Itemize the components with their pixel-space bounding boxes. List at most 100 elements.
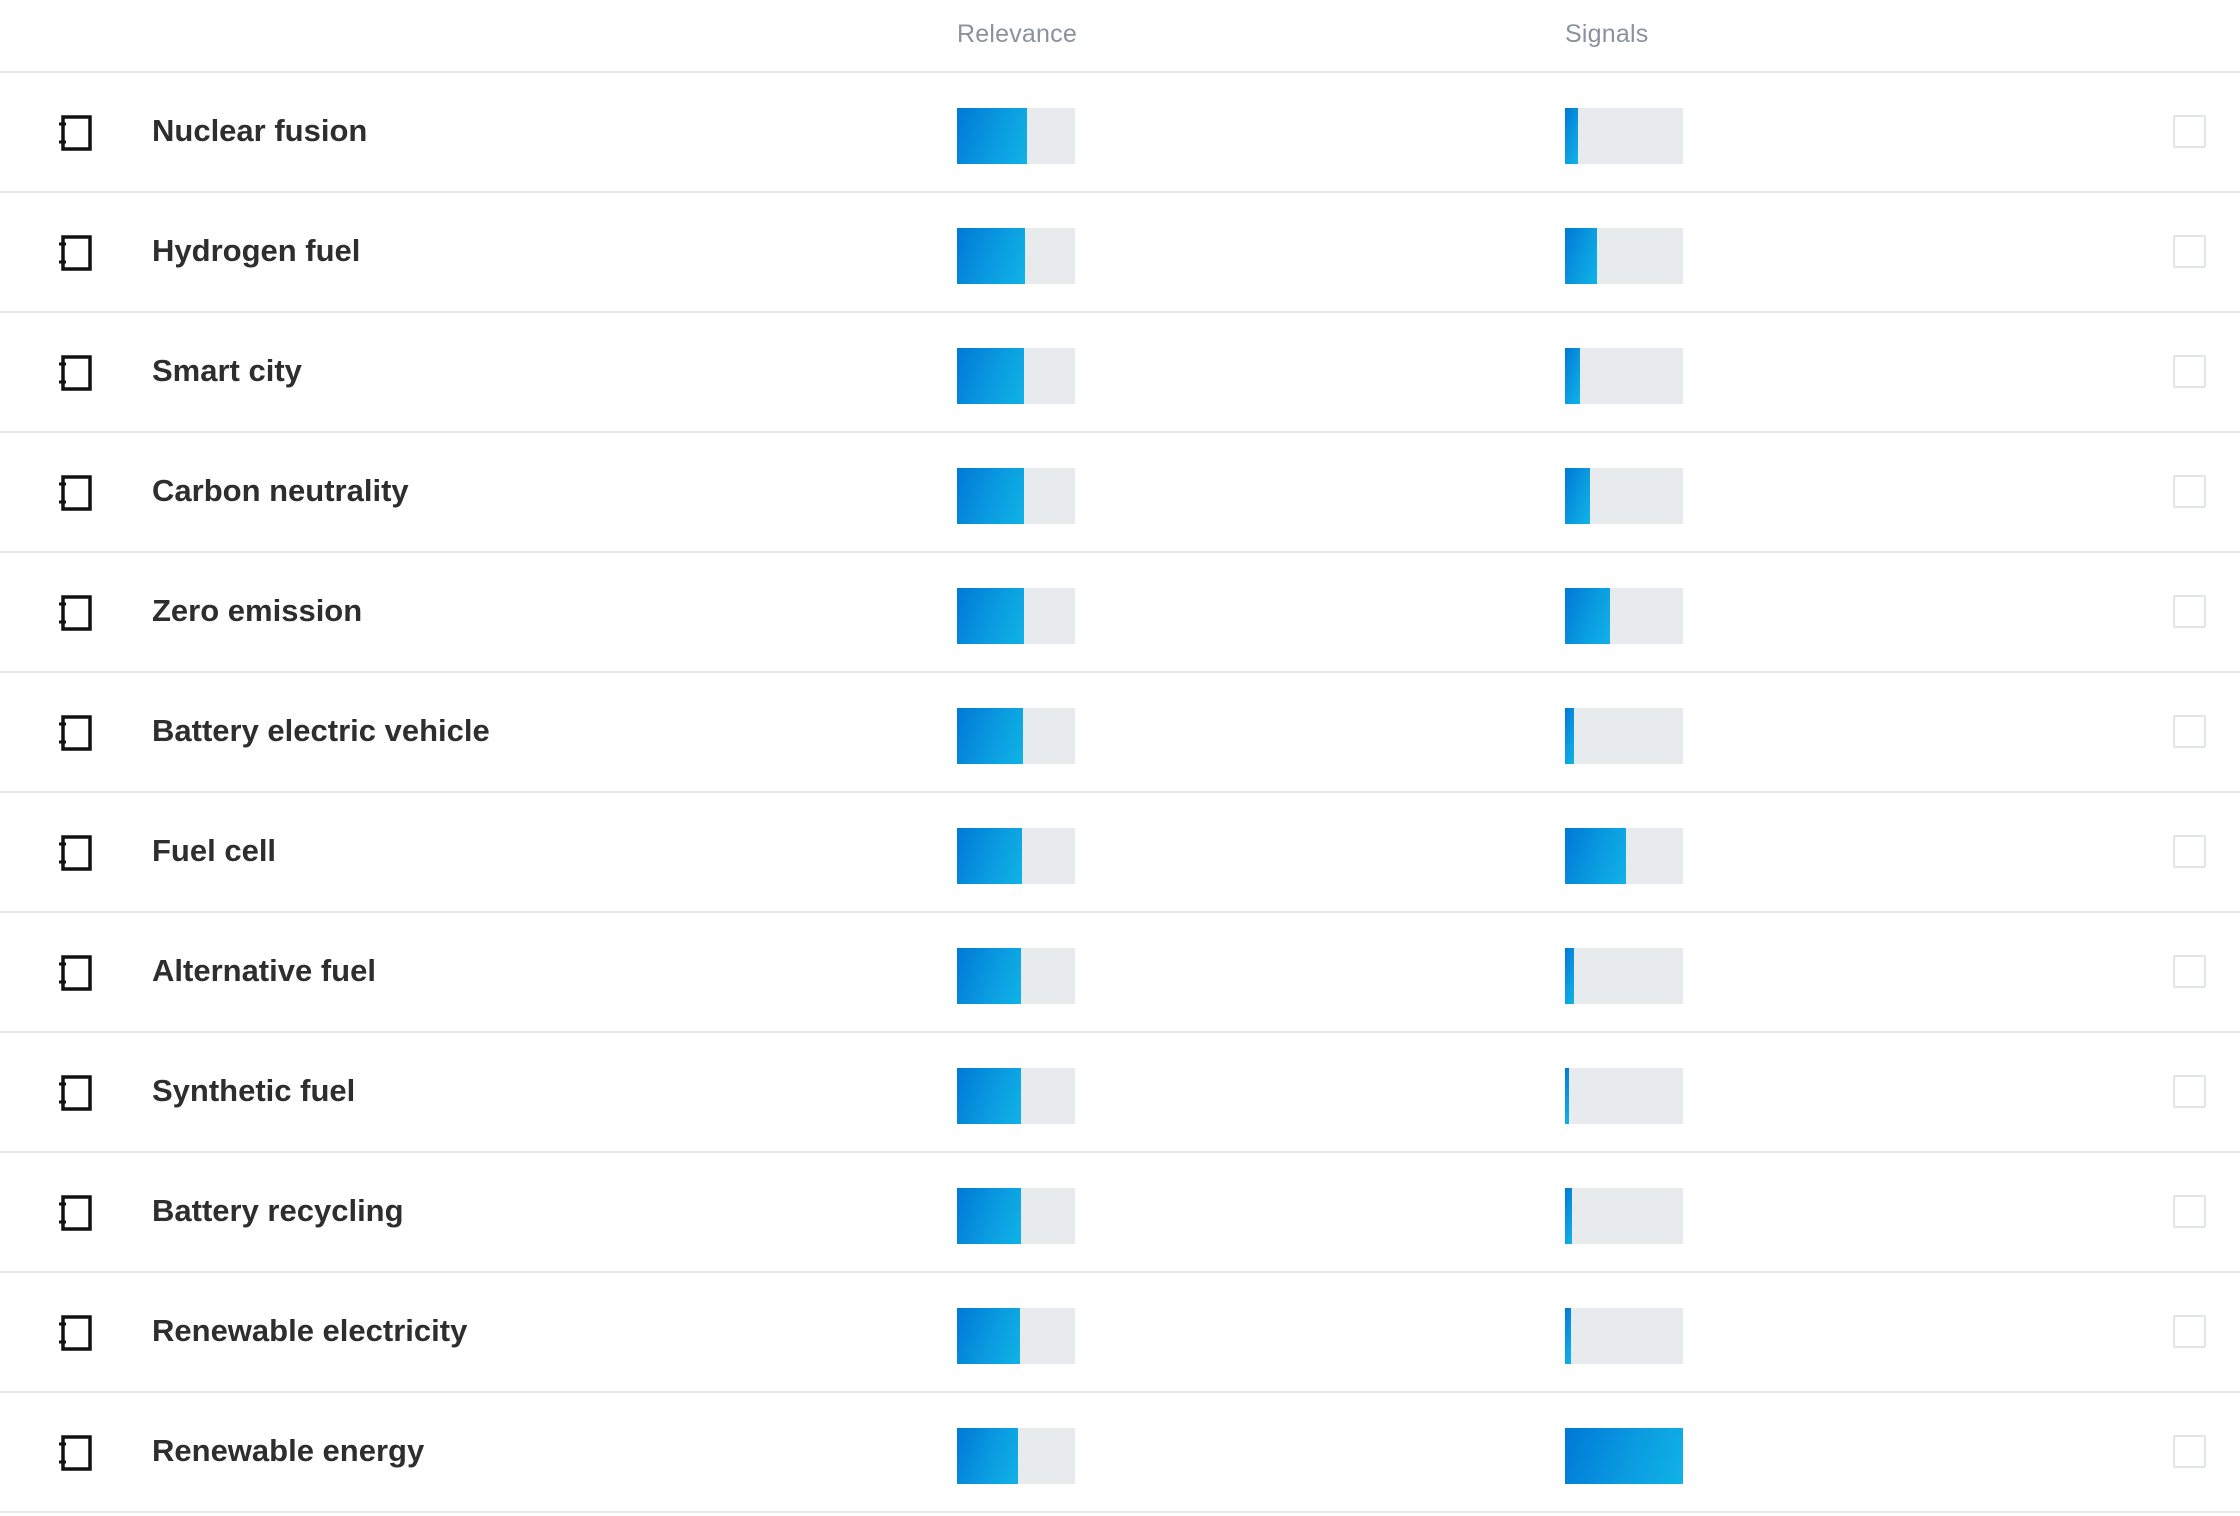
row-label[interactable]: Nuclear fusion bbox=[152, 113, 368, 148]
row-select-checkbox[interactable] bbox=[2173, 475, 2206, 508]
table-row[interactable]: Carbon neutrality bbox=[0, 433, 2240, 553]
table-row[interactable]: Battery electric vehicle bbox=[0, 673, 2240, 793]
signals-bar bbox=[1565, 348, 1683, 404]
relevance-bar bbox=[957, 1068, 1075, 1124]
notebook-icon-graphic bbox=[59, 1315, 92, 1351]
relevance-bar bbox=[957, 828, 1075, 884]
relevance-column-header[interactable]: Relevance bbox=[957, 20, 1077, 48]
relevance-bar-fill bbox=[957, 1308, 1020, 1364]
row-select-checkbox[interactable] bbox=[2173, 355, 2206, 388]
table-row[interactable]: Synthetic fuel bbox=[0, 1033, 2240, 1153]
table-row[interactable]: Zero emission bbox=[0, 553, 2240, 673]
row-label[interactable]: Battery recycling bbox=[152, 1193, 404, 1228]
signals-column-header[interactable]: Signals bbox=[1565, 20, 1649, 48]
signals-bar-fill bbox=[1565, 1188, 1573, 1244]
relevance-bar-fill bbox=[957, 348, 1025, 404]
row-label[interactable]: Smart city bbox=[152, 353, 302, 388]
signals-bar bbox=[1565, 1308, 1683, 1364]
signals-bar bbox=[1565, 1428, 1683, 1484]
notebook-icon-graphic bbox=[59, 115, 92, 151]
notebook-icon-graphic bbox=[59, 715, 92, 751]
row-select-checkbox[interactable] bbox=[2173, 955, 2206, 988]
relevance-bar bbox=[957, 948, 1075, 1004]
row-label[interactable]: Battery electric vehicle bbox=[152, 713, 490, 748]
notebook-icon bbox=[58, 1075, 92, 1111]
row-label[interactable]: Hydrogen fuel bbox=[152, 233, 361, 268]
signals-bar-fill bbox=[1565, 108, 1578, 164]
notebook-icon bbox=[58, 355, 92, 391]
signals-bar bbox=[1565, 228, 1683, 284]
relevance-bar-fill bbox=[957, 108, 1027, 164]
notebook-icon-graphic bbox=[59, 1435, 92, 1471]
relevance-bar-fill bbox=[957, 828, 1022, 884]
notebook-icon-graphic bbox=[59, 235, 92, 271]
table-row[interactable]: Battery recycling bbox=[0, 1153, 2240, 1273]
notebook-icon bbox=[58, 1435, 92, 1471]
notebook-icon-graphic bbox=[59, 955, 92, 991]
row-label[interactable]: Carbon neutrality bbox=[152, 473, 409, 508]
notebook-icon bbox=[58, 595, 92, 631]
relevance-bar-fill bbox=[957, 588, 1025, 644]
notebook-icon-graphic bbox=[59, 1075, 92, 1111]
row-label[interactable]: Renewable energy bbox=[152, 1433, 425, 1468]
notebook-icon bbox=[58, 1195, 92, 1231]
table-row[interactable]: Renewable electricity bbox=[0, 1273, 2240, 1393]
table-row[interactable]: Renewable energy bbox=[0, 1393, 2240, 1513]
row-select-checkbox[interactable] bbox=[2173, 1195, 2206, 1228]
notebook-icon-graphic bbox=[59, 355, 92, 391]
relevance-bar bbox=[957, 108, 1075, 164]
relevance-bar bbox=[957, 1308, 1075, 1364]
notebook-icon bbox=[58, 235, 92, 271]
table-row[interactable]: Smart city bbox=[0, 313, 2240, 433]
row-select-checkbox[interactable] bbox=[2173, 1075, 2206, 1108]
signals-bar bbox=[1565, 468, 1683, 524]
table-header: Relevance Signals bbox=[0, 0, 2240, 73]
relevance-bar-fill bbox=[957, 1188, 1021, 1244]
relevance-bar-fill bbox=[957, 468, 1025, 524]
notebook-icon bbox=[58, 955, 92, 991]
signals-bar bbox=[1565, 948, 1683, 1004]
row-label[interactable]: Alternative fuel bbox=[152, 953, 376, 988]
row-select-checkbox[interactable] bbox=[2173, 235, 2206, 268]
relevance-bar-fill bbox=[957, 1068, 1021, 1124]
relevance-bar bbox=[957, 1188, 1075, 1244]
relevance-bar bbox=[957, 228, 1075, 284]
table-row[interactable]: Hydrogen fuel bbox=[0, 193, 2240, 313]
signals-bar-fill bbox=[1565, 1308, 1571, 1364]
signals-bar-fill bbox=[1565, 228, 1597, 284]
relevance-bar-fill bbox=[957, 1428, 1019, 1484]
notebook-icon bbox=[58, 835, 92, 871]
row-select-checkbox[interactable] bbox=[2173, 715, 2206, 748]
row-select-checkbox[interactable] bbox=[2173, 835, 2206, 868]
relevance-bar bbox=[957, 468, 1075, 524]
signals-bar bbox=[1565, 1188, 1683, 1244]
relevance-bar bbox=[957, 1428, 1075, 1484]
row-label[interactable]: Renewable electricity bbox=[152, 1313, 468, 1348]
row-select-checkbox[interactable] bbox=[2173, 115, 2206, 148]
notebook-icon bbox=[58, 475, 92, 511]
signals-bar bbox=[1565, 708, 1683, 764]
row-label[interactable]: Zero emission bbox=[152, 593, 363, 628]
row-select-checkbox[interactable] bbox=[2173, 595, 2206, 628]
row-select-checkbox[interactable] bbox=[2173, 1315, 2206, 1348]
notebook-icon bbox=[58, 115, 92, 151]
signals-bar bbox=[1565, 588, 1683, 644]
signals-bar bbox=[1565, 1068, 1683, 1124]
row-select-checkbox[interactable] bbox=[2173, 1435, 2206, 1468]
relevance-bar bbox=[957, 348, 1075, 404]
row-label[interactable]: Synthetic fuel bbox=[152, 1073, 356, 1108]
relevance-bar-fill bbox=[957, 948, 1021, 1004]
signals-bar-fill bbox=[1565, 588, 1610, 644]
notebook-icon bbox=[58, 1315, 92, 1351]
notebook-icon-graphic bbox=[59, 835, 92, 871]
table-row[interactable]: Nuclear fusion bbox=[0, 73, 2240, 193]
notebook-icon-graphic bbox=[59, 595, 92, 631]
table-body: Nuclear fusion Hydrogen fuel Smart city Car… bbox=[0, 73, 2240, 1513]
signals-bar-fill bbox=[1565, 1428, 1683, 1484]
relevance-bar bbox=[957, 708, 1075, 764]
table-row[interactable]: Fuel cell bbox=[0, 793, 2240, 913]
table-row[interactable]: Alternative fuel bbox=[0, 913, 2240, 1033]
row-label[interactable]: Fuel cell bbox=[152, 833, 277, 868]
relevance-bar-fill bbox=[957, 708, 1024, 764]
